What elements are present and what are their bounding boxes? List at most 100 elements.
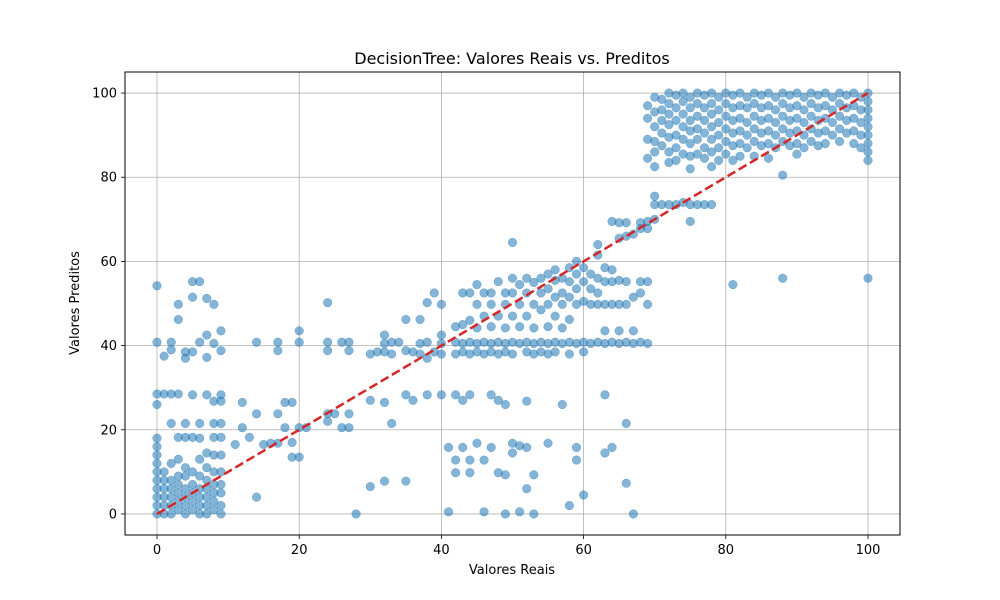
data-point: [778, 111, 788, 121]
data-point: [771, 117, 781, 128]
data-point: [557, 323, 567, 333]
data-point: [493, 395, 503, 405]
data-point: [792, 113, 802, 123]
data-point: [799, 105, 809, 115]
data-point: [564, 349, 574, 359]
data-point: [202, 390, 212, 400]
data-point: [643, 101, 653, 111]
data-point: [216, 500, 226, 511]
data-point: [707, 88, 717, 98]
data-point: [707, 134, 717, 144]
data-point: [486, 442, 496, 453]
data-point: [742, 103, 752, 113]
data-point: [849, 126, 859, 136]
data-point: [330, 409, 340, 419]
data-point: [799, 117, 809, 128]
data-point: [216, 418, 226, 429]
data-point: [436, 390, 446, 400]
data-point: [835, 124, 845, 134]
data-point: [749, 136, 759, 146]
data-point: [671, 155, 681, 165]
data-point: [180, 418, 190, 429]
data-point: [187, 347, 198, 357]
data-point: [436, 349, 446, 359]
data-point: [593, 240, 603, 250]
data-point: [557, 299, 567, 309]
data-point: [166, 337, 176, 347]
data-point: [472, 280, 482, 290]
y-tick-label: 60: [100, 255, 117, 270]
data-point: [721, 136, 731, 146]
data-point: [458, 395, 468, 405]
data-point: [529, 323, 539, 333]
data-point: [244, 432, 254, 442]
data-point: [351, 509, 361, 519]
data-point: [707, 162, 717, 172]
data-point: [394, 337, 404, 347]
data-point: [202, 293, 212, 303]
data-point: [685, 216, 695, 226]
data-point: [863, 139, 873, 149]
data-point: [792, 149, 802, 159]
data-point: [557, 399, 567, 410]
reference-line: [156, 91, 869, 516]
data-point: [571, 284, 582, 294]
data-point: [195, 418, 205, 429]
data-point: [863, 96, 873, 107]
data-point: [664, 109, 674, 119]
data-point: [187, 292, 198, 302]
data-point: [650, 147, 660, 157]
data-point: [621, 299, 631, 309]
data-point: [863, 122, 873, 132]
data-point: [187, 505, 198, 515]
data-point: [152, 281, 162, 291]
data-point: [408, 395, 418, 405]
data-point: [650, 122, 660, 132]
data-point: [792, 139, 802, 149]
data-point: [685, 103, 695, 113]
data-point: [152, 337, 162, 347]
data-point: [507, 349, 518, 359]
data-point: [664, 99, 674, 109]
data-point: [216, 450, 226, 460]
data-point: [536, 288, 546, 298]
data-point: [621, 478, 631, 488]
data-point: [195, 433, 205, 443]
data-point: [827, 117, 838, 128]
data-point: [209, 338, 219, 349]
data-point: [180, 471, 190, 481]
data-point: [678, 122, 688, 132]
data-point: [507, 311, 518, 321]
data-point: [835, 99, 845, 109]
data-point: [152, 450, 162, 460]
x-tick-label: 20: [291, 543, 308, 558]
data-point: [529, 299, 539, 309]
data-point: [827, 92, 838, 102]
data-point: [714, 143, 724, 153]
data-point: [443, 442, 454, 453]
data-point: [550, 265, 560, 275]
plot-frame: [124, 71, 901, 536]
data-point: [401, 390, 411, 400]
data-point: [692, 99, 702, 109]
data-point: [515, 280, 525, 290]
data-point: [685, 139, 695, 149]
data-point: [863, 113, 873, 123]
data-point: [515, 507, 525, 517]
data-point: [543, 299, 553, 309]
data-point: [529, 470, 539, 480]
y-tick-label: 20: [100, 423, 117, 438]
chart-title: DecisionTree: Valores Reais vs. Preditos: [354, 49, 670, 68]
data-point: [507, 448, 518, 458]
data-point: [273, 346, 283, 356]
data-point: [500, 323, 510, 333]
data-point: [486, 322, 496, 332]
data-point: [344, 409, 354, 419]
data-point: [607, 265, 617, 275]
data-point: [607, 442, 617, 453]
x-axis-label: Valores Reais: [469, 563, 555, 578]
data-point: [294, 452, 304, 462]
data-point: [422, 298, 432, 308]
data-point: [714, 117, 724, 128]
data-point: [465, 390, 475, 400]
